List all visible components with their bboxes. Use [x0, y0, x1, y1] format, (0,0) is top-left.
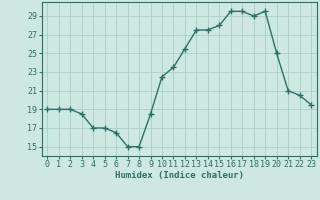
X-axis label: Humidex (Indice chaleur): Humidex (Indice chaleur): [115, 171, 244, 180]
